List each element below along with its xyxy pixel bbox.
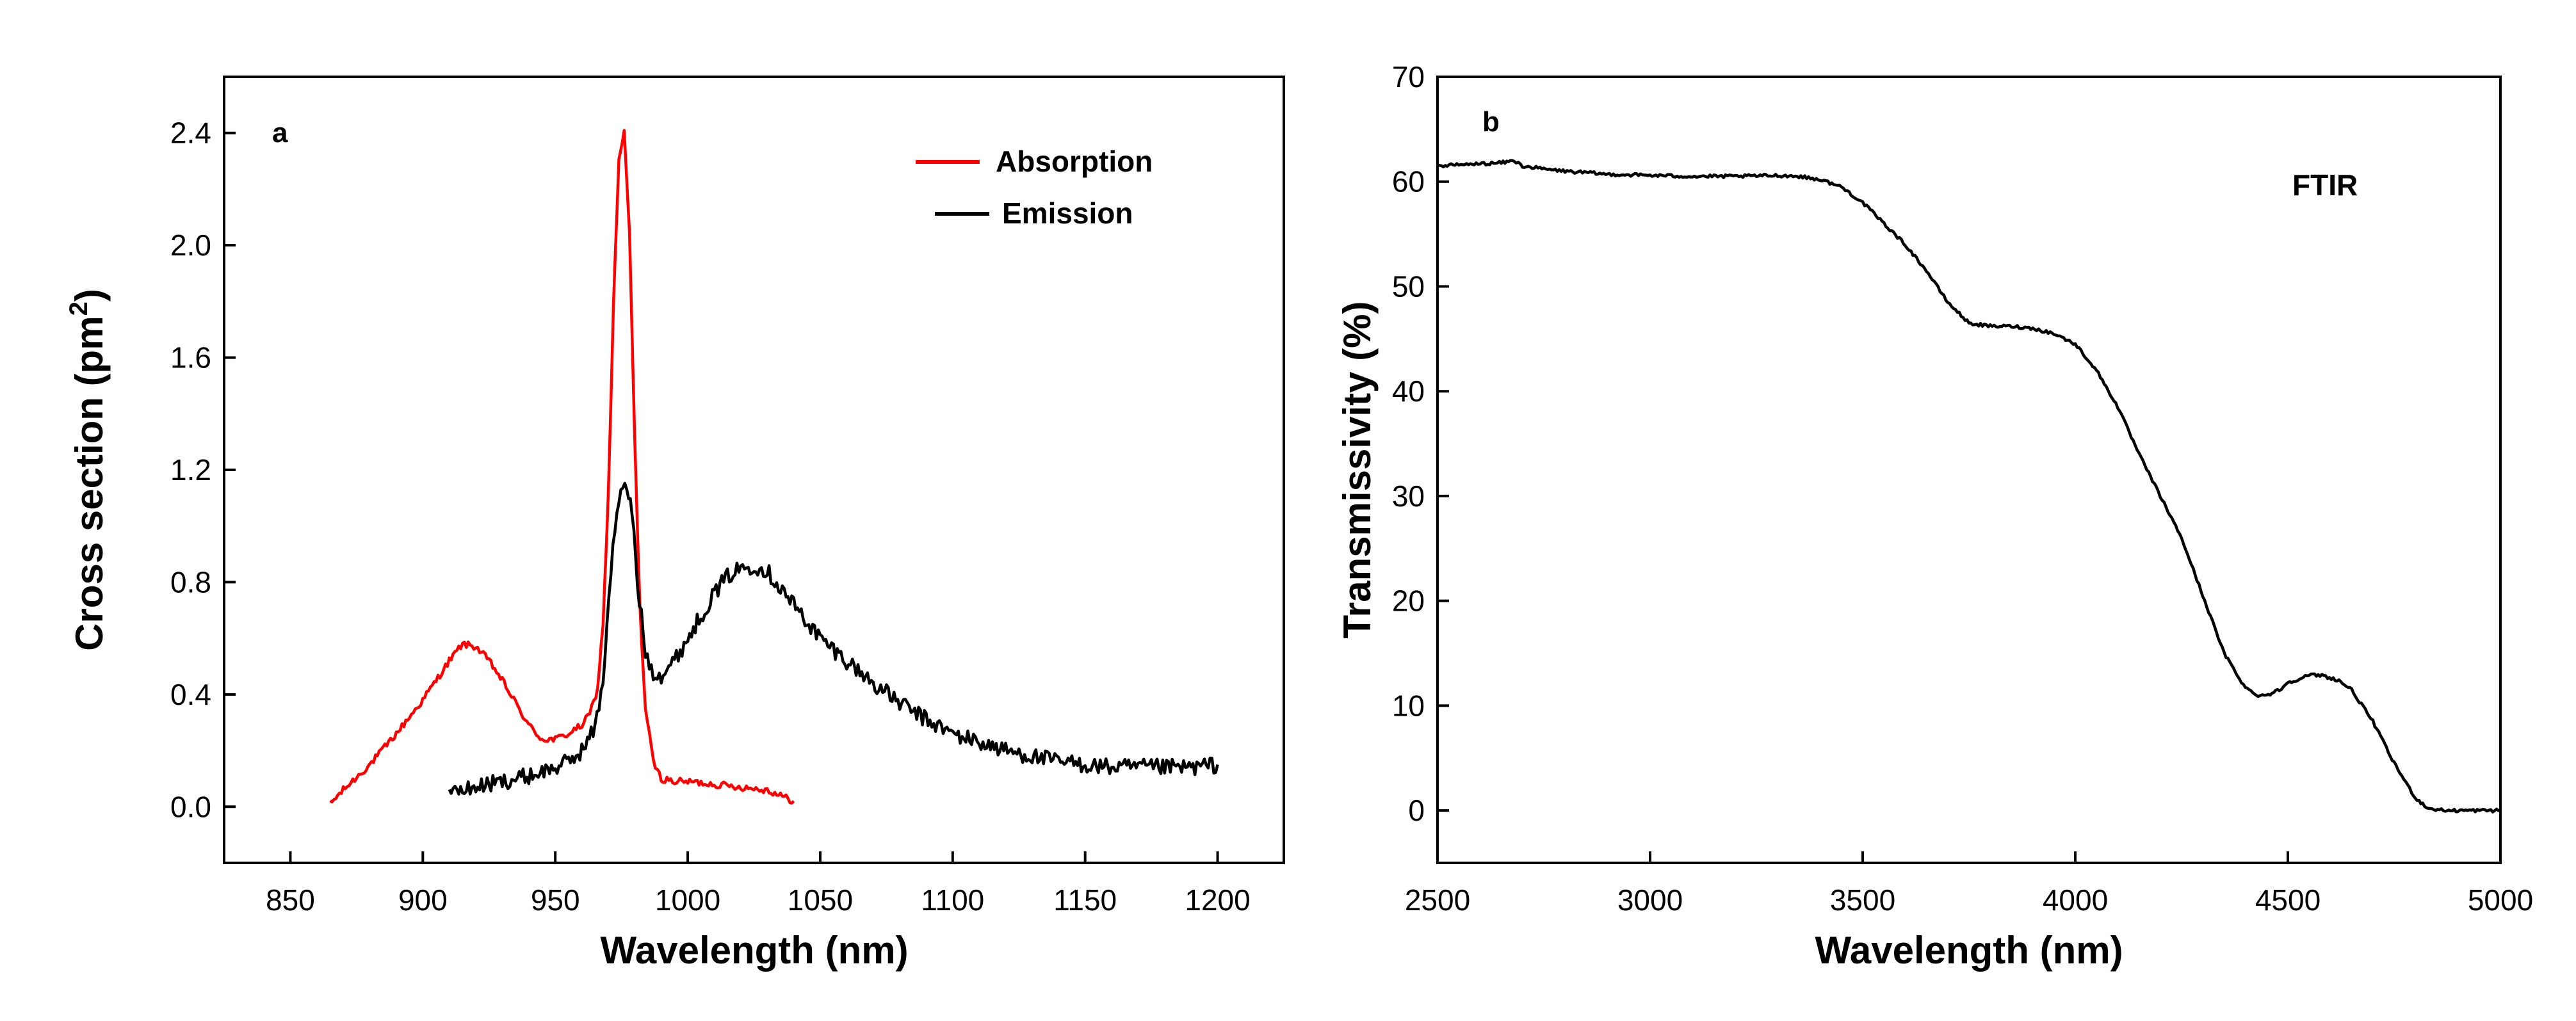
chart-a-ticks: 850 900 950 1000 1050 1100 1150 1200 0.0 0.4 0.8 1.… [170,117,1251,917]
legend-absorption-label: Absorption [996,145,1153,178]
chart-a-y-tick-label: 0.4 [170,678,211,711]
chart-a-x-tick-label: 950 [531,883,580,917]
chart-b-y-axis-title: Transmissivity (%) [1336,301,1379,639]
chart-a-x-tick-label: 1150 [1053,883,1117,917]
chart-b-series-group [1437,159,2501,814]
chart-b-y-tick-label: 0 [1408,794,1425,827]
chart-a-x-tick-label: 1100 [921,883,984,917]
chart-b-y-tick-label: 60 [1392,165,1425,198]
chart-a-x-tick-label: 850 [266,883,315,917]
chart-a-x-tick-label: 1200 [1185,883,1250,917]
chart-b-series-ftir-line [1437,159,2501,814]
chart-b-plot-frame [1436,76,2502,864]
legend-emission-label: Emission [1002,197,1133,230]
chart-a-y-tick-label: 2.4 [170,117,211,150]
chart-b-transmissivity: 2500 3000 3500 4000 4500 5000010203040506070 … [1336,60,2533,972]
chart-a-series-absorption-line [329,129,795,805]
chart-a-panel-letter: a [272,117,288,149]
chart-a-y-axis-title: Cross section (pm2) [65,289,111,651]
chart-b-x-tick-label: 5000 [2468,883,2533,917]
chart-a-series-group [329,129,1219,805]
chart-b-x-tick-label: 4500 [2255,883,2321,917]
chart-a-legend: Absorption Emission [916,145,1153,230]
chart-a-x-tick-label: 900 [398,883,448,917]
chart-a-x-axis-title: Wavelength (nm) [600,929,908,972]
chart-b-x-tick-label: 3000 [1617,883,1683,917]
chart-b-x-tick-label: 4000 [2043,883,2108,917]
chart-b-y-tick-label: 30 [1392,479,1425,513]
chart-a-y-tick-label: 0.0 [170,790,211,823]
chart-b-y-tick-label: 20 [1392,584,1425,618]
chart-a-cross-section: 850 900 950 1000 1050 1100 1150 1200 0.0 0.4 0.8 1.… [65,76,1285,972]
chart-b-ftir-annotation: FTIR [2292,168,2358,202]
chart-a-y-title-superscript: 2 [65,301,93,316]
chart-b-x-tick-label: 3500 [1830,883,1895,917]
chart-b-panel-letter: b [1482,106,1500,138]
chart-b-y-tick-label: 10 [1392,689,1425,722]
chart-a-series-emission-line [448,481,1219,796]
chart-a-y-title-main: Cross section (pm [68,316,111,650]
chart-a-y-tick-label: 2.0 [170,229,211,262]
chart-a-y-title-close: ) [68,289,111,301]
chart-b-x-axis-title: Wavelength (nm) [1815,929,2123,972]
chart-b-x-tick-label: 2500 [1405,883,1470,917]
chart-b-y-tick-label: 40 [1392,374,1425,408]
chart-b-y-tick-label: 50 [1392,269,1425,303]
chart-b-ticks: 2500 3000 3500 4000 4500 5000 0 10 20 30 40 50 60 70 [1392,60,2533,917]
chart-a-y-tick-label: 1.6 [170,341,211,374]
chart-a-x-tick-label: 1050 [788,883,853,917]
chart-a-y-tick-label: 0.8 [170,565,211,599]
chart-b-y-tick-label: 70 [1392,60,1425,93]
chart-a-x-tick-label: 1000 [655,883,720,917]
chart-a-y-tick-label: 1.2 [170,453,211,486]
